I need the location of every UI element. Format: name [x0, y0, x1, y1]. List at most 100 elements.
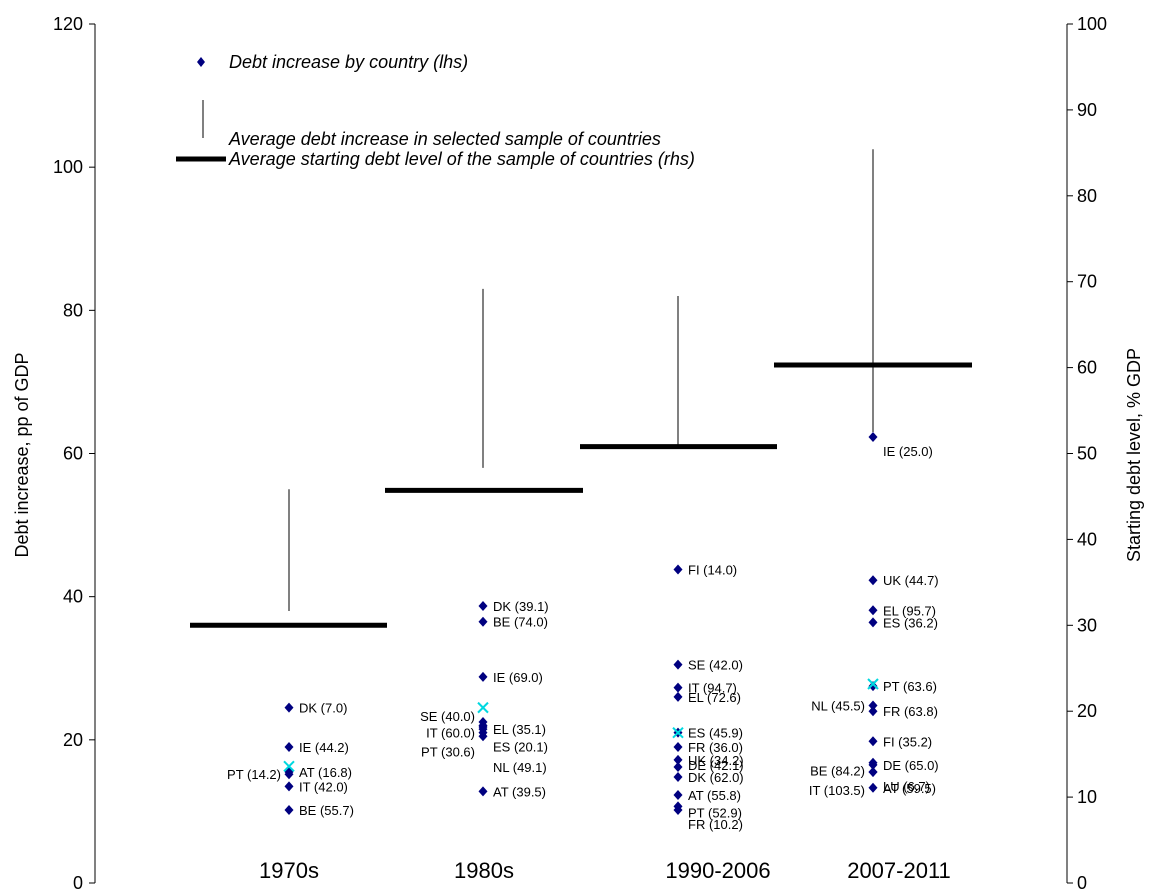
legend-entry-average-increase: Average debt increase in selected sample… [228, 129, 661, 149]
right-tick-label: 0 [1077, 873, 1087, 893]
data-point [284, 741, 294, 752]
point-label: IT (42.0) [299, 779, 348, 794]
right-tick-label: 20 [1077, 701, 1097, 721]
point-label: PT (14.2) [227, 767, 281, 782]
right-axis-ticks: 0 10 20 30 40 50 60 70 80 90 100 [1067, 14, 1107, 893]
point-label: IT (94.7) [688, 681, 737, 696]
point-label: AT (39.5) [493, 784, 546, 799]
point-label: IT (103.5) [809, 783, 865, 798]
point-label: FR (10.2) [688, 817, 743, 832]
data-point [478, 616, 488, 627]
right-tick-label: 70 [1077, 272, 1097, 292]
category-label: 2007-2011 [847, 858, 951, 883]
point-label: SE (40.0) [420, 709, 475, 724]
data-point [673, 682, 683, 693]
left-tick-label: 40 [63, 587, 83, 607]
data-point [478, 600, 488, 611]
data-point [673, 772, 683, 783]
data-point [673, 804, 683, 815]
point-label: EL (72.6) [688, 690, 741, 705]
data-point [673, 741, 683, 752]
legend-entry-starting-debt: Average starting debt level of the sampl… [228, 149, 695, 169]
data-point [284, 769, 294, 780]
legend-entry-debt-increase: Debt increase by country (lhs) [229, 52, 468, 72]
point-label: FR (36.0) [688, 740, 743, 755]
right-tick-label: 60 [1077, 358, 1097, 378]
average-marker [477, 701, 489, 714]
legend: Debt increase by country (lhs) Average d… [176, 52, 695, 169]
data-point [868, 617, 878, 628]
point-label: IE (25.0) [883, 444, 933, 459]
right-tick-label: 100 [1077, 14, 1107, 34]
point-label: ES (45.9) [688, 726, 743, 741]
data-point [284, 781, 294, 792]
point-label: BE (55.7) [299, 803, 354, 818]
data-point [673, 754, 683, 765]
data-point [868, 759, 878, 770]
point-label: UK (34.2) [688, 753, 744, 768]
point-label: DE (65.0) [883, 758, 939, 773]
data-point [868, 767, 878, 778]
category-group: DK (39.1)BE (74.0) IE (69.0) SE (40.0) EL (… [385, 288, 583, 799]
data-point [868, 432, 878, 443]
point-label: UK (44.7) [883, 573, 939, 588]
category-group: FI (14.0) SE (42.0) IT (94.7)EL (72.6) ES (… [580, 296, 777, 832]
data-point [868, 706, 878, 717]
data-point [868, 736, 878, 747]
category-label: 1980s [454, 858, 514, 883]
data-point [868, 681, 878, 692]
point-label: IT (60.0) [426, 726, 475, 741]
category-group: DK (7.0) IE (44.2) AT (16.8) PT (14.2) IT (4… [190, 489, 387, 818]
point-label: ES (36.2) [883, 615, 938, 630]
left-axis-ticks: 0 20 40 60 80 100 120 [53, 14, 95, 893]
right-tick-label: 40 [1077, 529, 1097, 549]
point-label: BE (84.2) [810, 764, 865, 779]
data-point [673, 691, 683, 702]
data-point [284, 702, 294, 713]
point-label: DK (7.0) [299, 701, 347, 716]
right-tick-label: 80 [1077, 186, 1097, 206]
average-marker [283, 760, 295, 773]
point-label: AT (59.5) [883, 781, 936, 796]
point-label: AT (55.8) [688, 788, 741, 803]
point-label: NL (49.1) [493, 760, 547, 775]
right-tick-label: 90 [1077, 100, 1097, 120]
data-point [868, 605, 878, 616]
point-label: LU (6.7) [883, 779, 930, 794]
point-label: FI (14.0) [688, 562, 737, 577]
point-label: PT (52.9) [688, 805, 742, 820]
right-tick-label: 50 [1077, 444, 1097, 464]
category-label: 1970s [259, 858, 319, 883]
data-point [868, 782, 878, 793]
left-tick-label: 80 [63, 300, 83, 320]
point-label: EL (35.1) [493, 722, 546, 737]
point-label: IE (44.2) [299, 740, 349, 755]
data-point [478, 721, 488, 732]
point-label: NL (45.5) [811, 698, 865, 713]
left-tick-label: 60 [63, 444, 83, 464]
right-tick-label: 30 [1077, 615, 1097, 635]
category-group: IE (25.0) UK (44.7) EL (95.7)ES (36.2) PT (… [774, 149, 972, 798]
data-point [673, 762, 683, 773]
point-label: ES (20.1) [493, 739, 548, 754]
data-point [673, 789, 683, 800]
point-label: DE (42.1) [688, 758, 744, 773]
category-label: 1990-2006 [665, 858, 770, 883]
series-layer: DK (7.0) IE (44.2) AT (16.8) PT (14.2) IT (4… [190, 149, 972, 832]
point-label: PT (30.6) [421, 745, 475, 760]
point-label: FR (63.8) [883, 704, 938, 719]
point-label: IE (69.0) [493, 670, 543, 685]
point-label: SE (42.0) [688, 658, 743, 673]
point-label: PT (63.6) [883, 679, 937, 694]
left-tick-label: 20 [63, 730, 83, 750]
average-marker [867, 678, 879, 690]
average-marker [672, 726, 684, 739]
data-point [868, 700, 878, 711]
category-labels: 1970s 1980s 1990-2006 2007-2011 [259, 858, 951, 883]
data-point [284, 804, 294, 815]
data-point [673, 659, 683, 670]
point-label: DK (39.1) [493, 599, 549, 614]
left-tick-label: 0 [73, 873, 83, 893]
point-label: FI (35.2) [883, 734, 932, 749]
